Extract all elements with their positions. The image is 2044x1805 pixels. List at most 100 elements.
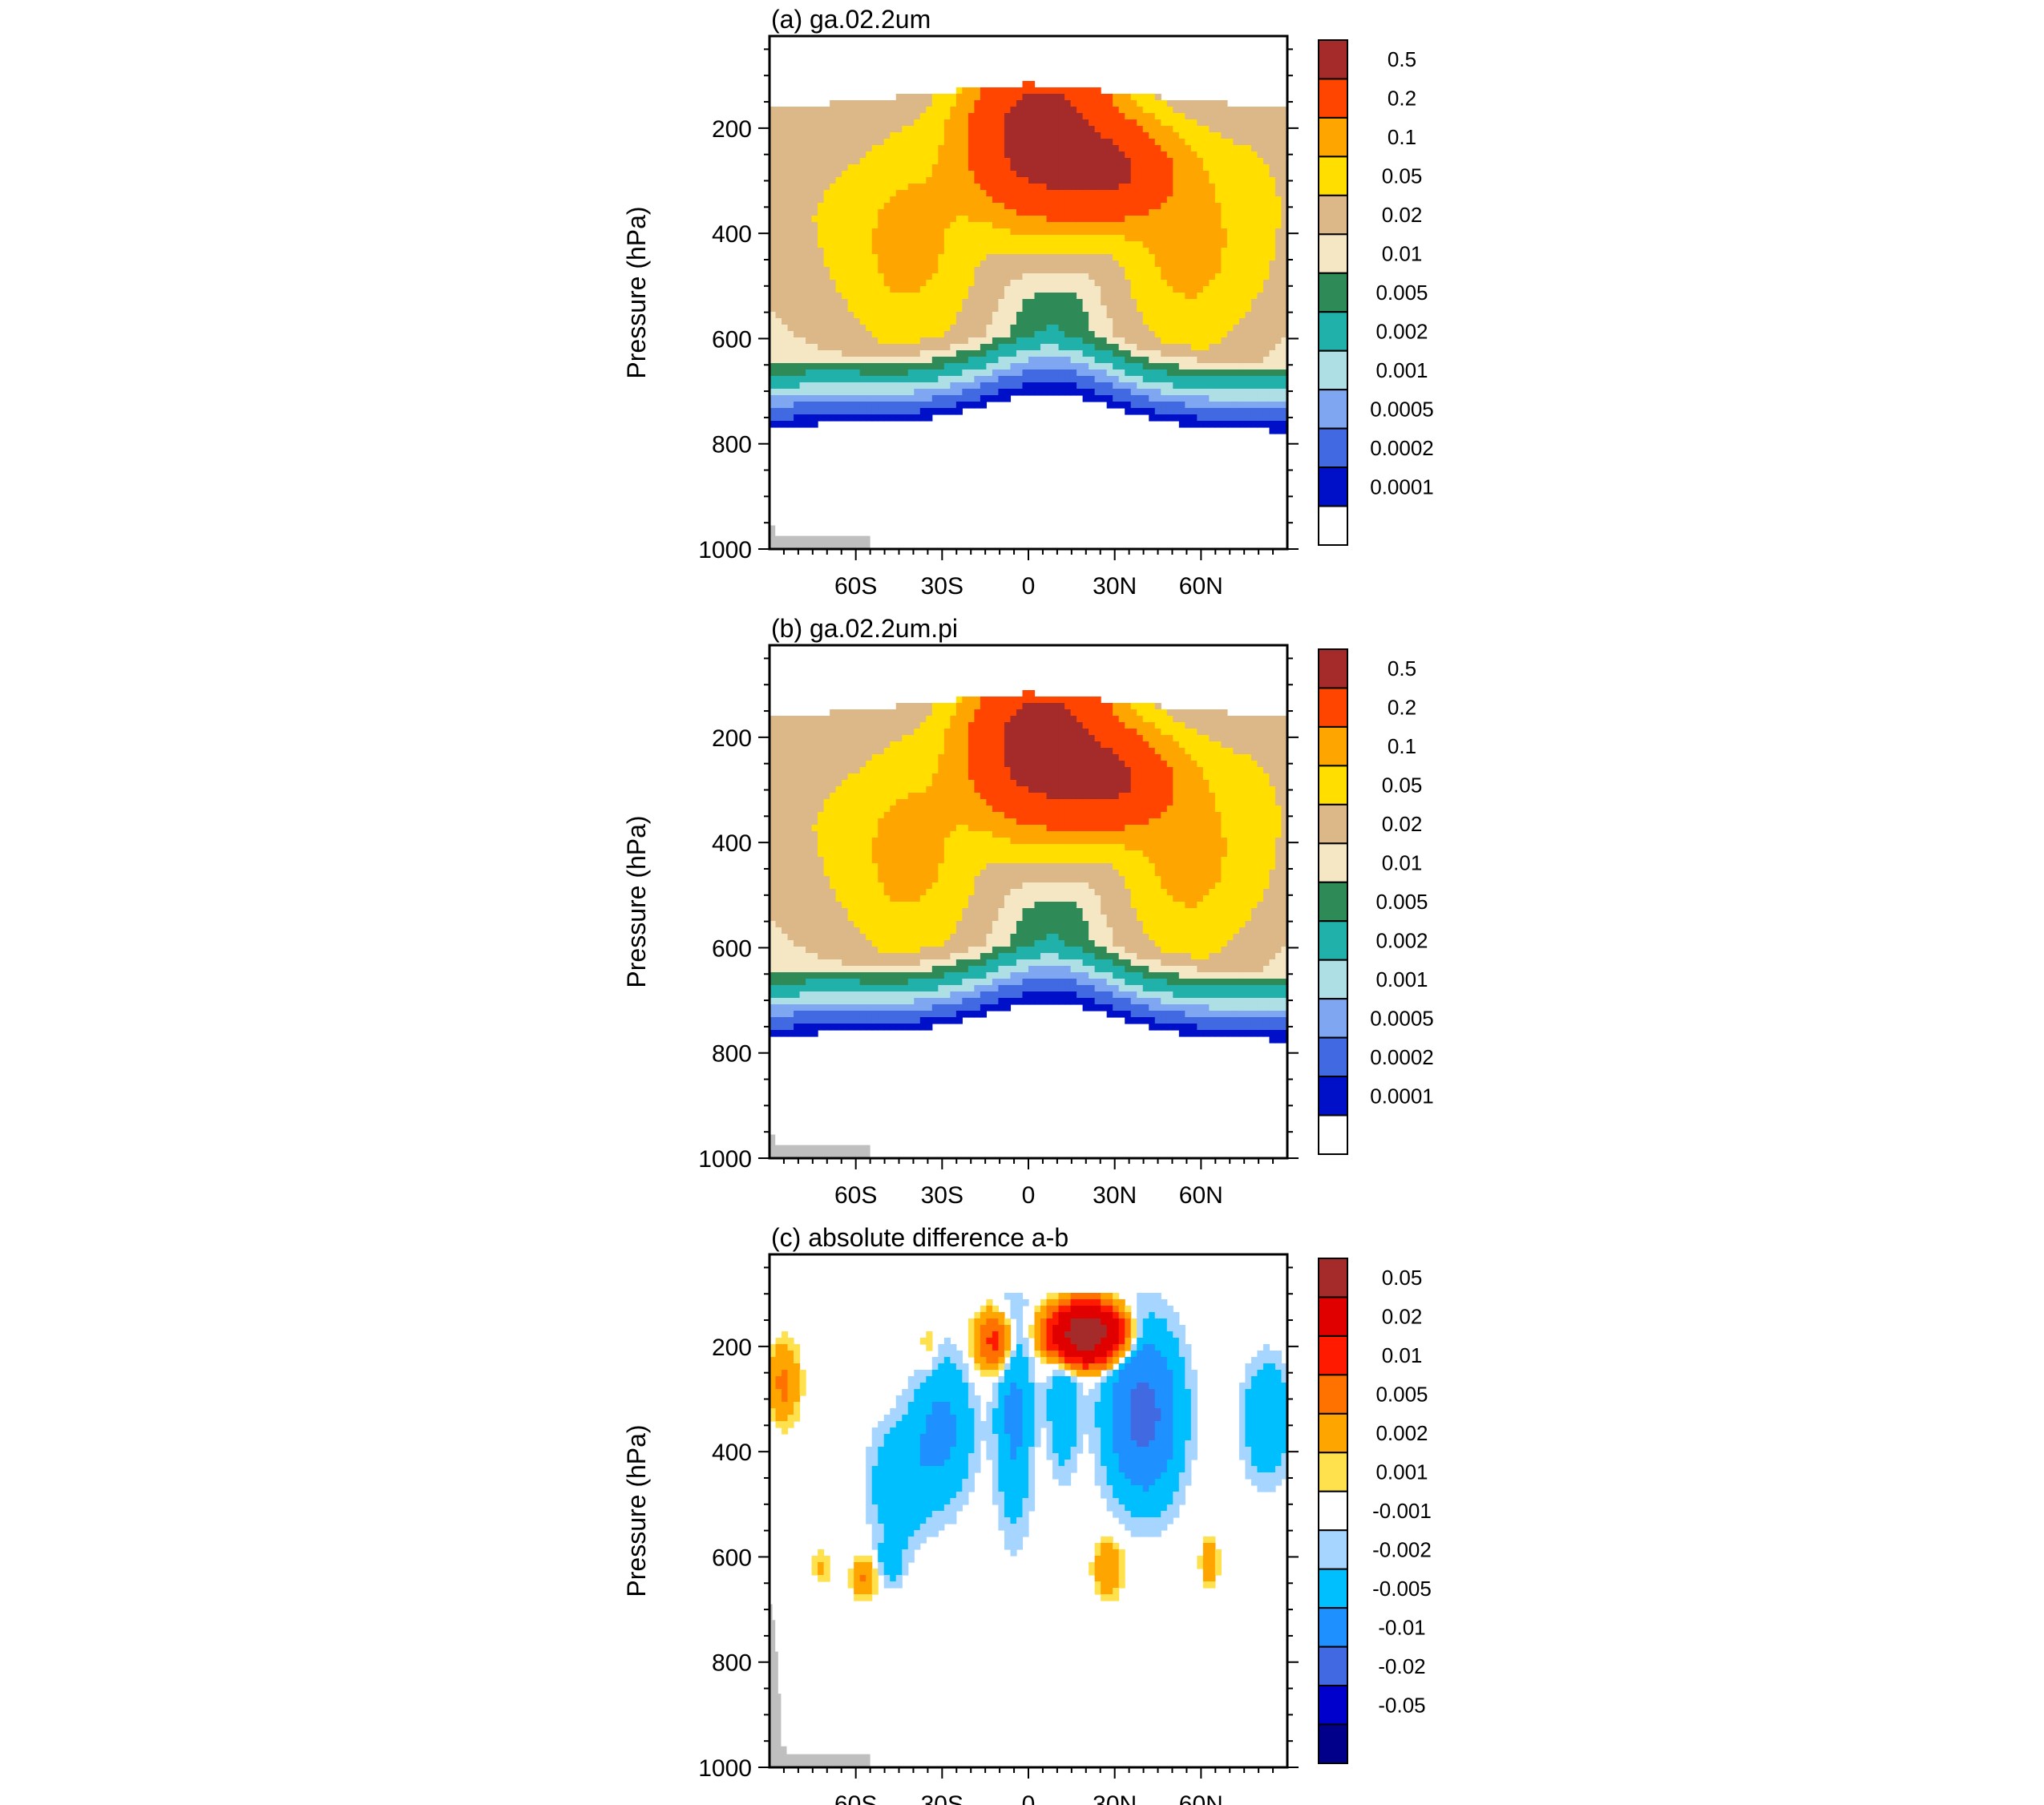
contour-cell	[974, 139, 981, 146]
contour-cell	[866, 716, 873, 723]
contour-cell	[914, 113, 921, 120]
contour-cell	[842, 209, 849, 216]
contour-cell	[1016, 267, 1024, 274]
contour-cell	[1089, 280, 1096, 287]
contour-cell	[1262, 184, 1270, 191]
contour-cell	[943, 382, 951, 390]
contour-cell	[1161, 216, 1168, 223]
contour-cell	[1113, 369, 1120, 377]
contour-cell	[974, 376, 981, 383]
contour-cell	[794, 196, 801, 204]
contour-cell	[1250, 735, 1258, 742]
contour-cell	[866, 177, 873, 184]
contour-cell	[830, 184, 837, 191]
contour-cell	[1226, 171, 1234, 178]
contour-cell	[1094, 126, 1101, 133]
contour-cell	[818, 171, 825, 178]
contour-cell	[890, 741, 897, 749]
contour-cell	[1142, 305, 1149, 313]
contour-cell	[1274, 421, 1283, 428]
contour-cell	[1149, 145, 1156, 152]
contour-cell	[1082, 184, 1089, 191]
contour-cell	[1137, 145, 1144, 152]
contour-cell	[1016, 697, 1024, 704]
contour-cell	[859, 107, 866, 114]
contour-cell	[806, 209, 813, 216]
contour-cell	[1052, 299, 1060, 306]
contour-cell	[962, 305, 969, 313]
contour-cell	[842, 389, 849, 396]
contour-cell	[775, 305, 782, 313]
contour-cell	[1161, 357, 1168, 364]
contour-cell	[1077, 716, 1084, 723]
contour-cell	[955, 408, 963, 415]
contour-cell	[1154, 729, 1161, 736]
contour-cell	[1101, 267, 1108, 274]
contour-cell	[895, 350, 903, 357]
contour-cell	[1034, 741, 1041, 749]
contour-cell	[883, 389, 891, 396]
contour-cell	[1209, 344, 1216, 351]
contour-cell	[1245, 414, 1252, 422]
contour-cell	[1269, 402, 1276, 409]
contour-cell	[1010, 235, 1017, 242]
contour-cell	[1082, 709, 1089, 717]
contour-cell	[1245, 389, 1252, 396]
contour-cell	[902, 305, 909, 313]
contour-cell	[1004, 703, 1012, 710]
contour-cell	[967, 113, 975, 120]
contour-cell	[830, 273, 837, 281]
contour-cell	[1082, 113, 1089, 120]
contour-cell	[1185, 177, 1192, 184]
contour-cell	[895, 132, 903, 139]
contour-cell	[1004, 369, 1012, 377]
contour-cell	[914, 177, 921, 184]
contour-cell	[914, 350, 921, 357]
contour-cell	[806, 395, 813, 402]
contour-cell	[1161, 132, 1168, 139]
contour-cell	[835, 171, 842, 178]
contour-cell	[1094, 722, 1101, 729]
contour-cell	[1185, 395, 1192, 402]
contour-cell	[902, 235, 909, 242]
contour-cell	[854, 293, 861, 300]
contour-cell	[1016, 312, 1024, 319]
contour-cell	[878, 331, 885, 338]
contour-cell	[1082, 697, 1089, 704]
contour-cell	[1209, 312, 1216, 319]
contour-cell	[878, 408, 885, 415]
contour-cell	[902, 126, 909, 133]
contour-cell	[871, 216, 879, 223]
contour-cell	[794, 363, 801, 370]
contour-cell	[1118, 741, 1125, 749]
contour-cell	[1166, 280, 1173, 287]
contour-cell	[1274, 729, 1283, 736]
contour-cell	[1178, 408, 1186, 415]
contour-cell	[1016, 171, 1024, 178]
contour-cell	[1022, 273, 1029, 281]
contour-cell	[1118, 139, 1125, 146]
contour-cell	[830, 216, 837, 223]
contour-cell	[992, 697, 1000, 704]
contour-cell	[1089, 267, 1096, 274]
contour-cell	[799, 350, 806, 357]
contour-cell	[902, 716, 909, 723]
contour-cell	[1094, 716, 1101, 723]
contour-cell	[1173, 337, 1180, 345]
contour-cell	[1077, 107, 1084, 114]
contour-cell	[1046, 145, 1053, 152]
contour-cell	[1197, 158, 1204, 165]
contour-cell	[1118, 119, 1125, 127]
contour-cell	[775, 145, 782, 152]
contour-cell	[1166, 722, 1173, 729]
contour-cell	[823, 260, 830, 268]
contour-cell	[1130, 126, 1137, 133]
contour-cell	[847, 113, 854, 120]
contour-cell	[986, 216, 993, 223]
contour-cell	[1137, 382, 1144, 390]
contour-cell	[914, 235, 921, 242]
contour-cell	[1142, 280, 1149, 287]
contour-cell	[794, 408, 801, 415]
contour-cell	[914, 376, 921, 383]
contour-cell	[1202, 286, 1210, 293]
